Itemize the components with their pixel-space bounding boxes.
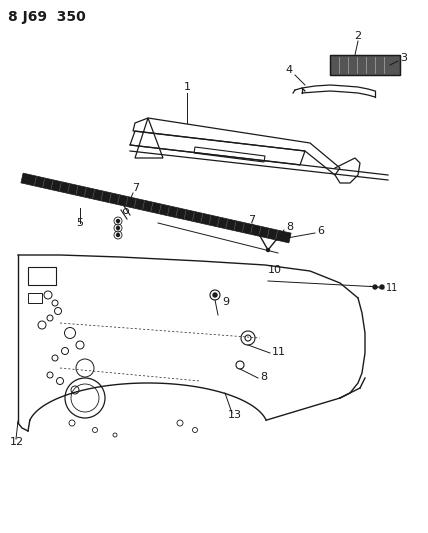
Text: 3: 3 (400, 53, 407, 63)
Circle shape (213, 293, 217, 297)
Text: 8: 8 (260, 372, 267, 382)
Text: 12: 12 (10, 437, 24, 447)
Circle shape (380, 285, 384, 289)
Text: 10: 10 (268, 265, 282, 275)
Text: 13: 13 (228, 410, 242, 420)
Text: 11: 11 (386, 283, 398, 293)
Text: 8: 8 (286, 222, 293, 232)
Circle shape (116, 220, 119, 222)
Text: 11: 11 (272, 347, 286, 357)
Text: 9: 9 (222, 297, 229, 307)
Circle shape (116, 227, 119, 230)
Text: 1: 1 (184, 82, 191, 92)
Circle shape (116, 233, 119, 237)
Text: 4: 4 (285, 65, 292, 75)
Text: 2: 2 (354, 31, 361, 41)
Text: 5: 5 (76, 218, 83, 228)
Polygon shape (21, 173, 291, 243)
Text: 6: 6 (317, 226, 324, 236)
FancyBboxPatch shape (330, 55, 400, 75)
Circle shape (373, 285, 377, 289)
Text: 8 J69  350: 8 J69 350 (8, 10, 86, 24)
Text: 7: 7 (248, 215, 255, 225)
Text: 7: 7 (132, 183, 139, 193)
Circle shape (267, 248, 270, 252)
